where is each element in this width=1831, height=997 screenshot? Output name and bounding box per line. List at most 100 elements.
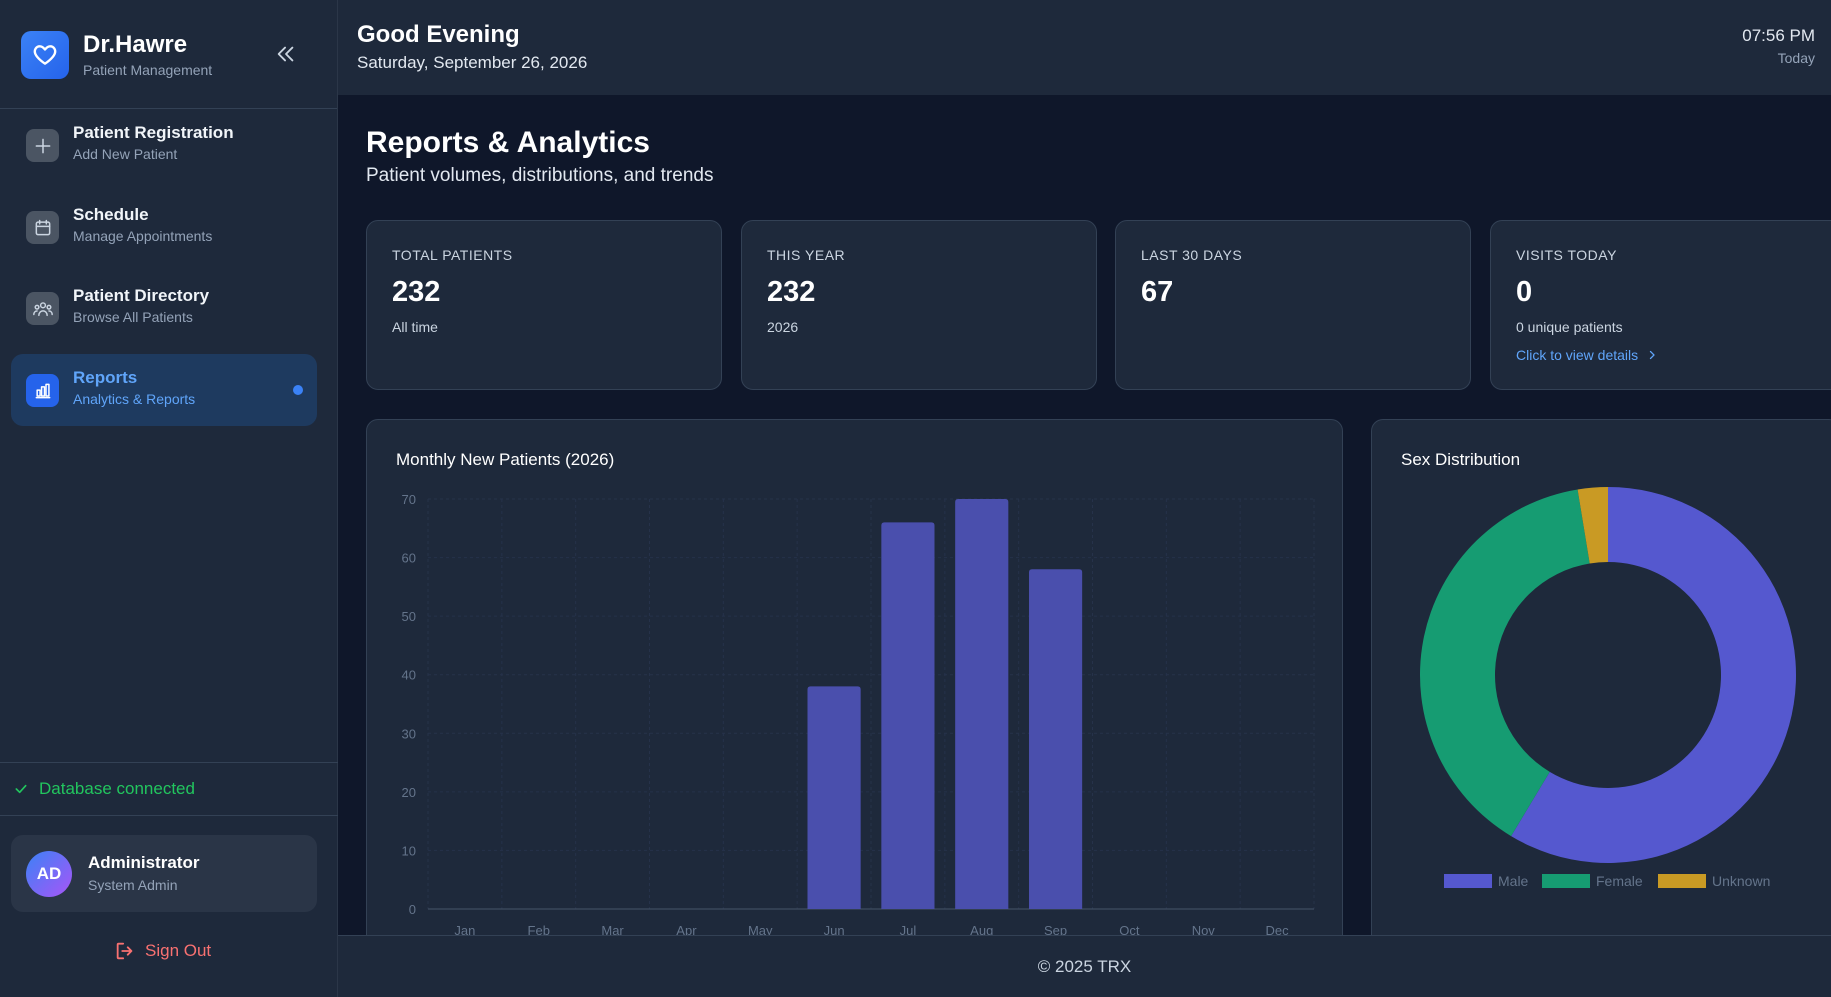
stat-subtext: 2026 [767,319,799,335]
stat-card-this-year: THIS YEAR 232 2026 [741,220,1097,390]
x-tick-label: Dec [1266,923,1290,938]
legend-label: Female [1596,873,1643,889]
user-card[interactable]: AD Administrator System Admin [11,835,317,912]
page-subtitle: Patient volumes, distributions, and tren… [366,165,714,186]
brand-subtitle: Patient Management [83,62,213,78]
stat-subtext: All time [392,319,438,335]
chevrons-left-icon [277,46,294,62]
stat-card-visits-today[interactable]: VISITS TODAY 0 0 unique patients Click t… [1490,220,1831,390]
user-role: System Admin [88,877,178,893]
avatar: AD [26,851,72,897]
stat-value: 232 [767,276,816,308]
database-status-text: Database connected [39,779,195,798]
y-tick-label: 60 [402,551,416,566]
x-tick-label: Feb [528,923,550,938]
stat-value: 0 [1516,276,1533,308]
brand-title: Dr.Hawre [83,31,188,58]
y-tick-label: 30 [402,726,416,741]
stat-card-last-30-days: LAST 30 DAYS 67 [1115,220,1471,390]
check-icon [15,784,27,794]
page-title: Reports & Analytics [366,126,650,159]
sign-out-label: Sign Out [145,941,212,960]
x-tick-label: Apr [676,923,697,938]
y-tick-label: 0 [409,902,416,917]
y-tick-label: 50 [402,609,416,624]
stat-label: THIS YEAR [767,247,846,263]
plus-icon [26,129,59,162]
x-tick-label: Oct [1119,923,1140,938]
sidebar-item-description: Analytics & Reports [73,391,196,407]
pie-slice-male[interactable] [1511,487,1796,863]
footer: © 2025 TRX [338,935,1831,997]
legend-swatch [1658,874,1706,888]
sidebar-item-label: Patient Directory [73,286,210,305]
brand: Dr.Hawre Patient Management [0,0,337,109]
stat-value: 67 [1141,276,1174,308]
collapse-sidebar-button[interactable] [272,40,300,68]
current-time: 07:56 PM [1742,26,1815,45]
legend-label: Male [1498,873,1529,889]
x-tick-label: Jun [824,923,845,938]
sign-out-button[interactable]: Sign Out [114,940,211,962]
x-tick-label: Nov [1192,923,1216,938]
sidebar: Dr.Hawre Patient Management Patient Regi… [0,0,338,997]
sidebar-item-description: Manage Appointments [73,228,213,244]
grid-lines [427,498,1315,910]
calendar-icon [26,211,59,244]
x-tick-label: Aug [970,923,993,938]
stat-label: TOTAL PATIENTS [392,247,513,263]
sex-distribution-chart: Male Female Unknown [1420,487,1796,889]
sidebar-item-schedule[interactable]: Schedule Manage Appointments [11,191,317,263]
bar-chart-icon [26,374,59,407]
sidebar-item-patient-directory[interactable]: Patient Directory Browse All Patients [11,272,317,344]
y-tick-label: 10 [402,843,416,858]
x-tick-label: Mar [601,923,624,938]
stat-label: LAST 30 DAYS [1141,247,1243,263]
bar-jul[interactable] [881,522,935,909]
y-tick-label: 70 [402,492,416,507]
pie-slice-unknown[interactable] [1577,487,1608,564]
chevron-right-icon [1649,350,1655,360]
monthly-new-patients-card: Monthly New Patients (2026) 0 10 20 30 40 50 6… [366,419,1343,979]
sex-distribution-card: Sex Distribution Male Female Unknown [1371,419,1831,979]
stat-subtext: 0 unique patients [1516,319,1623,335]
sidebar-item-patient-registration[interactable]: Patient Registration Add New Patient [11,109,317,181]
pie-slice-female[interactable] [1420,489,1590,837]
current-date: Saturday, September 26, 2026 [357,53,588,72]
chart-legend: Male Female Unknown [1444,873,1770,889]
legend-label: Unknown [1712,873,1770,889]
database-status: Database connected [0,762,338,816]
log-out-icon [116,942,133,960]
bar-sep[interactable] [1029,569,1083,909]
bar-aug[interactable] [955,499,1009,909]
active-indicator [293,385,303,395]
y-tick-label: 20 [402,785,416,800]
sidebar-item-reports[interactable]: Reports Analytics & Reports [11,354,317,426]
x-tick-label: Jan [454,923,475,938]
view-details-label: Click to view details [1516,347,1639,363]
chart-title: Monthly New Patients (2026) [396,450,615,469]
user-name: Administrator [88,853,200,872]
legend-swatch [1542,874,1590,888]
current-time-label: Today [1777,50,1815,66]
x-tick-label: May [748,923,773,938]
x-tick-label: Sep [1044,923,1067,938]
top-header: Good Evening Saturday, September 26, 202… [338,0,1831,95]
stat-label: VISITS TODAY [1516,247,1617,263]
sidebar-item-label: Patient Registration [73,123,234,142]
sidebar-item-label: Reports [73,368,138,387]
sidebar-item-description: Browse All Patients [73,309,193,325]
chart-title: Sex Distribution [1401,450,1521,469]
legend-swatch [1444,874,1492,888]
sidebar-item-label: Schedule [73,205,149,224]
monthly-new-patients-chart: 0 10 20 30 40 50 60 70 Jan Feb Mar Apr May Jun Jul Aug S… [402,492,1315,938]
y-tick-label: 40 [402,668,416,683]
users-icon [26,292,59,325]
bar-jun[interactable] [807,686,861,909]
greeting: Good Evening [357,21,520,48]
stat-value: 232 [392,276,441,308]
x-tick-label: Jul [900,923,917,938]
heart-icon [21,31,69,79]
view-details-link[interactable]: Click to view details [1516,347,1658,363]
stat-card-total-patients: TOTAL PATIENTS 232 All time [366,220,722,390]
